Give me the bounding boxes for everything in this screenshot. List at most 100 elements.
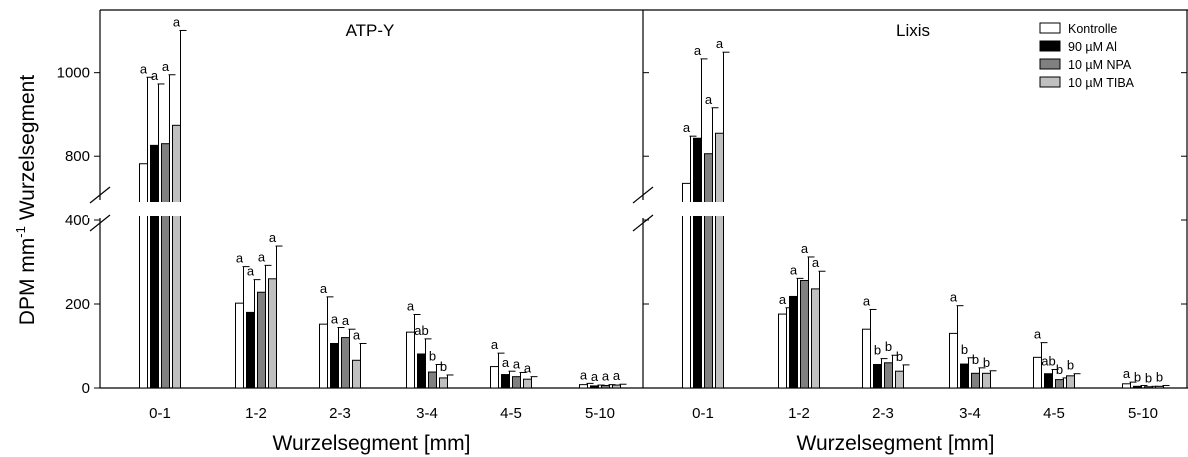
x-tick-label: 0-1 [692, 405, 714, 422]
bar [1155, 385, 1164, 389]
legend-label: 10 µM NPA [1068, 58, 1132, 72]
bar [406, 331, 415, 389]
x-tick-label: 5-10 [1128, 405, 1158, 422]
bar [960, 363, 969, 389]
x-tick-label: 2-3 [329, 405, 351, 422]
significance-label: a [269, 230, 277, 245]
panel-0: ATP-Y 0-1 1-2 2-3 3-4 4-5 5-10 Wurzelsegment [m… [139, 14, 627, 455]
bar [150, 144, 159, 389]
significance-label: a [950, 290, 958, 305]
x-axis-title: Wurzelsegment [mm] [273, 432, 471, 455]
y-tick-label: 1000 [57, 65, 90, 82]
bar [579, 384, 588, 389]
x-tick-label: 0-1 [149, 405, 171, 422]
bar [428, 371, 437, 389]
bar [512, 376, 521, 389]
significance-label: a [812, 255, 820, 270]
significance-label: a [683, 120, 691, 135]
significance-label: b [440, 359, 447, 374]
significance-label: b [1156, 369, 1163, 384]
y-tick-label: 0 [82, 380, 90, 397]
axis-break-mark [89, 214, 111, 232]
bar [895, 370, 904, 389]
legend-label: Kontrolle [1068, 22, 1117, 36]
significance-label: b [896, 349, 903, 364]
significance-label: ab [1041, 354, 1055, 369]
axis-break-band [644, 202, 1186, 216]
y-axis: 0 200 400 800 1000 [57, 65, 1187, 397]
bar [341, 337, 350, 389]
x-tick-label: 4-5 [500, 405, 522, 422]
bar [800, 279, 809, 389]
bar [439, 377, 448, 389]
significance-label: a [140, 61, 148, 76]
bar [1033, 356, 1042, 389]
significance-label: a [613, 368, 621, 383]
bar [246, 311, 255, 389]
significance-label: a [863, 293, 871, 308]
significance-label: b [885, 339, 892, 354]
legend-swatch [1039, 76, 1061, 88]
significance-label: a [491, 337, 499, 352]
bar [590, 385, 599, 389]
axis-break-gap [88, 200, 110, 218]
x-tick-label: 5-10 [585, 405, 615, 422]
significance-label: b [1056, 362, 1063, 377]
significance-label: a [779, 292, 787, 307]
significance-label: a [1123, 366, 1131, 381]
significance-label: b [874, 343, 881, 358]
bar [161, 143, 170, 389]
bar [417, 353, 426, 389]
y-axis-title: DPM mm-1 Wurzelsegment [13, 75, 39, 326]
bar [971, 372, 980, 389]
significance-label: a [258, 249, 266, 264]
significance-label: a [716, 36, 724, 51]
significance-label: a [790, 262, 798, 277]
legend-swatch [1039, 40, 1061, 52]
significance-label: b [972, 352, 979, 367]
significance-label: a [331, 312, 339, 327]
bar [715, 132, 724, 389]
bar [330, 342, 339, 389]
significance-label: b [961, 342, 968, 357]
bar [1066, 375, 1075, 389]
bar [319, 323, 328, 389]
significance-label: a [694, 43, 702, 58]
bar [789, 295, 798, 389]
y-axis-title-tail: Wurzelsegment [16, 75, 39, 227]
significance-label: b [1134, 369, 1141, 384]
legend-swatch [1039, 58, 1061, 70]
x-tick-label: 1-2 [245, 405, 267, 422]
y-tick-label: 200 [65, 296, 90, 313]
bar [704, 153, 713, 389]
significance-label: a [705, 92, 713, 107]
significance-label: b [1067, 358, 1074, 373]
significance-label: ab [414, 323, 428, 338]
y-tick-label: 400 [65, 212, 90, 229]
y-axis-title-exponent: -1 [13, 226, 28, 238]
significance-label: a [162, 59, 170, 74]
bar [490, 366, 499, 389]
bar [1133, 385, 1142, 389]
x-tick-label: 4-5 [1043, 405, 1065, 422]
x-tick-label: 3-4 [416, 405, 438, 422]
significance-label: a [407, 299, 415, 314]
bar [501, 374, 510, 389]
axis-break-gap [631, 200, 653, 218]
x-tick-label: 2-3 [872, 405, 894, 422]
axis-break-band [101, 202, 642, 216]
legend: Kontrolle 90 µM Al 10 µM NPA 10 µM TIBA [1039, 22, 1135, 90]
significance-label: a [591, 369, 599, 384]
bar [268, 278, 277, 389]
bar [257, 291, 266, 389]
significance-label: a [513, 356, 521, 371]
legend-label: 10 µM TIBA [1068, 76, 1135, 90]
y-axis-title-main: DPM mm [16, 238, 39, 326]
significance-label: a [151, 68, 159, 83]
x-axis-title: Wurzelsegment [mm] [797, 432, 995, 455]
significance-label: a [236, 251, 244, 266]
x-tick-label: 1-2 [788, 405, 810, 422]
bar [523, 378, 532, 389]
bar [352, 359, 361, 389]
bar [682, 182, 691, 389]
